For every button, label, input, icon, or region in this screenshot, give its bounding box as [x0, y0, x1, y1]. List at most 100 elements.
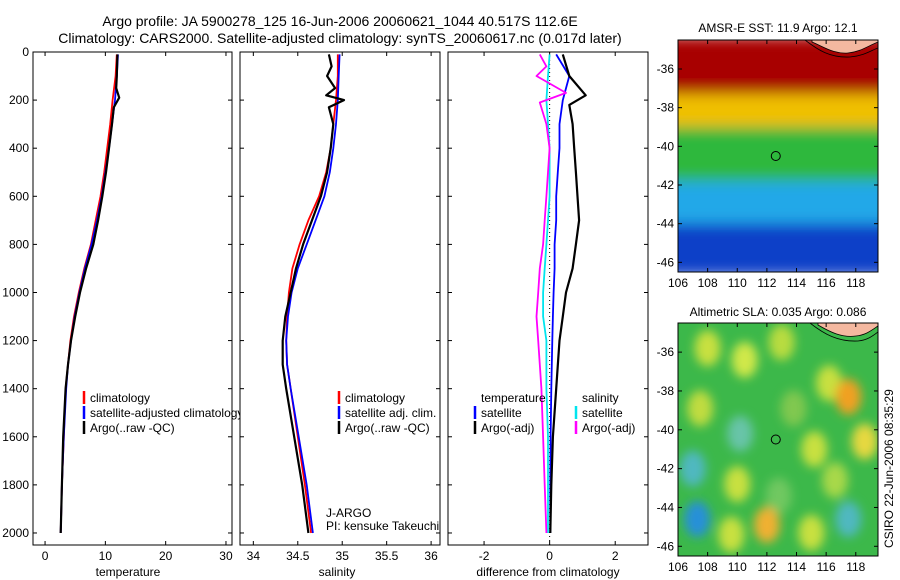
- sla-anomaly-blob: [798, 514, 825, 551]
- annotation-program: J-ARGO: [326, 506, 371, 520]
- legend-label-temp-satellite: satellite: [481, 406, 522, 420]
- sla-anomaly-blob: [816, 365, 843, 402]
- sla-anomaly-blob: [822, 462, 849, 499]
- salinity-satellite-line: [542, 54, 551, 533]
- lat-tick-label: -40: [657, 139, 675, 153]
- legend-group-salinity: salinity: [582, 391, 619, 405]
- lat-tick-label: -36: [657, 345, 675, 359]
- sla-map-ticks: 106 108 110 112 114 116 118 -36 -38 -40 -42 -44 -46: [657, 323, 878, 574]
- x-tick-label: 34.5: [286, 549, 310, 563]
- legend-label-argo: Argo(..raw -QC): [345, 421, 430, 435]
- lon-tick-label: 116: [817, 276, 836, 290]
- lat-tick-label: -36: [657, 62, 675, 76]
- argo-position-marker: [770, 434, 781, 445]
- sst-field: [678, 40, 878, 272]
- lat-tick-label: -46: [657, 255, 675, 269]
- temperature-axes-box: [32, 51, 233, 546]
- legend-group-temperature: temperature: [481, 391, 546, 405]
- annotation-pi: PI: kensuke Takeuchi: [326, 519, 439, 533]
- lat-tick-label: -38: [657, 384, 675, 398]
- sla-anomaly-blob: [753, 506, 780, 543]
- legend-label-climatology: climatology: [90, 391, 150, 405]
- sla-anomaly-blob: [768, 324, 795, 361]
- legend-label-satellite: satellite-adjusted climatology: [90, 406, 243, 420]
- y-tick-label: 1000: [2, 285, 29, 299]
- sla-field: [679, 324, 878, 553]
- temperature-argo-adj-line: [549, 54, 587, 534]
- salinity-xlabel: salinity: [319, 565, 356, 579]
- sla-anomaly-blob: [731, 341, 758, 378]
- sla-anomaly-blob: [835, 378, 862, 415]
- lon-tick-label: 106: [668, 276, 688, 290]
- salinity-axes-box: [239, 51, 441, 546]
- sst-map-panel: AMSR-E SST: 11.9 Argo: 12.1 106 108 110 112…: [657, 21, 879, 290]
- y-tick-label: 2000: [2, 526, 29, 540]
- y-tick-label: 1200: [2, 334, 29, 348]
- legend-label-satellite: satellite adj. clim.: [345, 406, 436, 420]
- figure-title-line-1: Argo profile: JA 5900278_125 16-Jun-2006…: [102, 13, 577, 29]
- sst-map-title: AMSR-E SST: 11.9 Argo: 12.1: [698, 21, 858, 35]
- sla-anomaly-blob: [718, 516, 745, 553]
- lon-tick-label: 110: [728, 560, 747, 574]
- lat-tick-label: -46: [657, 539, 675, 553]
- x-tick-label: 0: [546, 549, 553, 563]
- lat-tick-label: -44: [657, 500, 675, 514]
- sst-band: [678, 223, 878, 272]
- legend-label-sal-argo: Argo(-adj): [582, 421, 635, 435]
- y-tick-label: 1800: [2, 478, 29, 492]
- lat-tick-label: -42: [657, 178, 675, 192]
- sla-anomaly-blob: [780, 390, 807, 427]
- y-tick-label: 1600: [2, 430, 29, 444]
- y-tick-label: 800: [9, 237, 29, 251]
- lat-tick-label: -38: [657, 101, 675, 115]
- sst-map-ticks: 106 108 110 112 114 116 118 -36 -38 -40 -42 -44 -46: [657, 40, 878, 290]
- x-tick-label: 35: [336, 549, 350, 563]
- lon-tick-label: 112: [757, 560, 776, 574]
- lon-tick-label: 118: [846, 276, 865, 290]
- sla-anomaly-blob: [727, 415, 754, 452]
- x-tick-label: 30: [219, 549, 233, 563]
- x-tick-label: -2: [479, 549, 490, 563]
- temperature-ticks: 0 10 20 30 0 200 400 600 800 1000 1200 1400 1600 1800…: [2, 45, 233, 563]
- lon-tick-label: 112: [757, 276, 776, 290]
- lon-tick-label: 106: [668, 560, 688, 574]
- temperature-lines: [59, 54, 121, 534]
- sla-anomaly-blob: [694, 330, 721, 367]
- x-tick-label: 35.5: [375, 549, 399, 563]
- x-tick-label: 2: [612, 549, 619, 563]
- argo-raw-qc-line: [59, 54, 121, 534]
- satellite-adj-clim-line: [285, 54, 341, 534]
- y-tick-label: 600: [9, 189, 29, 203]
- lon-tick-label: 114: [787, 276, 806, 290]
- lat-tick-label: -44: [657, 217, 675, 231]
- sla-anomaly-blob: [724, 466, 751, 503]
- lon-tick-label: 114: [787, 560, 806, 574]
- salinity-ticks: 34 34.5 35 35.5 36: [240, 51, 440, 563]
- x-tick-label: 10: [99, 549, 113, 563]
- temperature-satellite-line: [549, 53, 571, 533]
- csiro-timestamp: CSIRO 22-Jun-2006 08:35:29: [882, 389, 896, 548]
- y-tick-label: 200: [9, 93, 29, 107]
- x-tick-label: 34: [247, 549, 261, 563]
- sst-band: [678, 126, 878, 189]
- sla-map-title: Altimetric SLA: 0.035 Argo: 0.086: [690, 305, 867, 319]
- legend-label-argo: Argo(..raw -QC): [90, 421, 175, 435]
- sst-band: [678, 181, 878, 232]
- salinity-legend: climatology satellite adj. clim. Argo(..…: [337, 391, 436, 435]
- sla-anomaly-blob: [765, 477, 792, 514]
- legend-label-sal-satellite: satellite: [582, 406, 623, 420]
- sla-anomaly-blob: [684, 501, 711, 538]
- sla-map-frame: [677, 322, 879, 557]
- sst-map-frame: [677, 39, 879, 273]
- difference-xlabel: difference from climatology: [476, 565, 619, 579]
- difference-legend: temperature satellite Argo(-adj) salinit…: [473, 391, 635, 435]
- salinity-argo-adj-line: [535, 53, 567, 534]
- x-tick-label: 0: [42, 549, 49, 563]
- lon-tick-label: 118: [846, 560, 865, 574]
- difference-ticks: -2 0 2: [448, 51, 648, 563]
- x-tick-label: 20: [159, 549, 173, 563]
- x-tick-label: 36: [424, 549, 438, 563]
- coast-contour: [804, 40, 878, 58]
- argo-raw-qc-line: [281, 54, 346, 534]
